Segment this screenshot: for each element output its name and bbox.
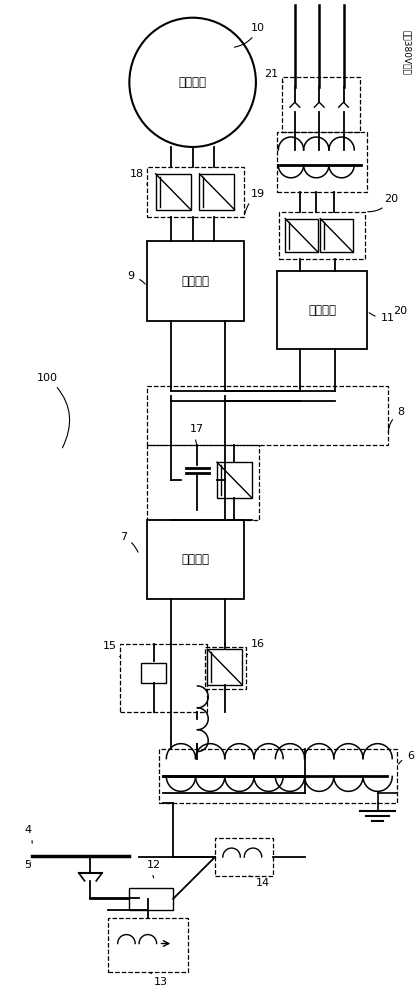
Text: 20: 20 [368, 194, 399, 212]
Bar [320, 219, 353, 252]
Text: 20: 20 [393, 306, 407, 316]
Bar [282, 77, 360, 132]
Text: 5: 5 [24, 860, 31, 870]
Text: 15: 15 [103, 641, 120, 657]
Bar [215, 838, 274, 876]
Bar [277, 132, 367, 192]
Text: 16: 16 [247, 639, 265, 655]
Text: 19: 19 [245, 189, 265, 214]
Text: 逆变模块: 逆变模块 [181, 275, 210, 288]
Bar [147, 445, 259, 520]
Bar [141, 663, 166, 683]
Text: 7: 7 [120, 532, 138, 552]
Text: 8: 8 [388, 407, 404, 433]
Text: 18: 18 [129, 169, 147, 184]
Text: 17: 17 [190, 424, 204, 444]
Text: 11: 11 [369, 313, 394, 323]
Text: 14: 14 [249, 876, 270, 888]
Text: 10: 10 [234, 23, 265, 47]
Text: 4: 4 [24, 825, 32, 843]
Text: 辅变模块: 辅变模块 [308, 304, 336, 317]
Text: 6: 6 [399, 751, 414, 764]
Bar [199, 174, 234, 210]
Bar [207, 649, 242, 685]
Text: 13: 13 [150, 973, 168, 987]
Text: 9: 9 [128, 271, 145, 284]
Bar [120, 644, 207, 712]
Bar [147, 386, 388, 445]
Text: 100: 100 [37, 373, 70, 448]
Text: 辅变380V母线: 辅变380V母线 [402, 30, 411, 75]
Bar [285, 219, 318, 252]
Text: 12: 12 [147, 860, 161, 878]
Bar [147, 520, 244, 599]
Bar [279, 212, 365, 259]
Bar [156, 174, 191, 210]
Text: 牵引电机: 牵引电机 [178, 76, 207, 89]
Bar [129, 888, 173, 910]
Bar [217, 462, 252, 498]
Bar [108, 918, 188, 972]
Bar [158, 749, 397, 803]
Bar [147, 167, 244, 217]
Text: 21: 21 [264, 69, 283, 82]
Text: 整流模块: 整流模块 [181, 553, 210, 566]
Bar [147, 241, 244, 321]
Bar [277, 271, 367, 349]
Bar [205, 647, 246, 689]
